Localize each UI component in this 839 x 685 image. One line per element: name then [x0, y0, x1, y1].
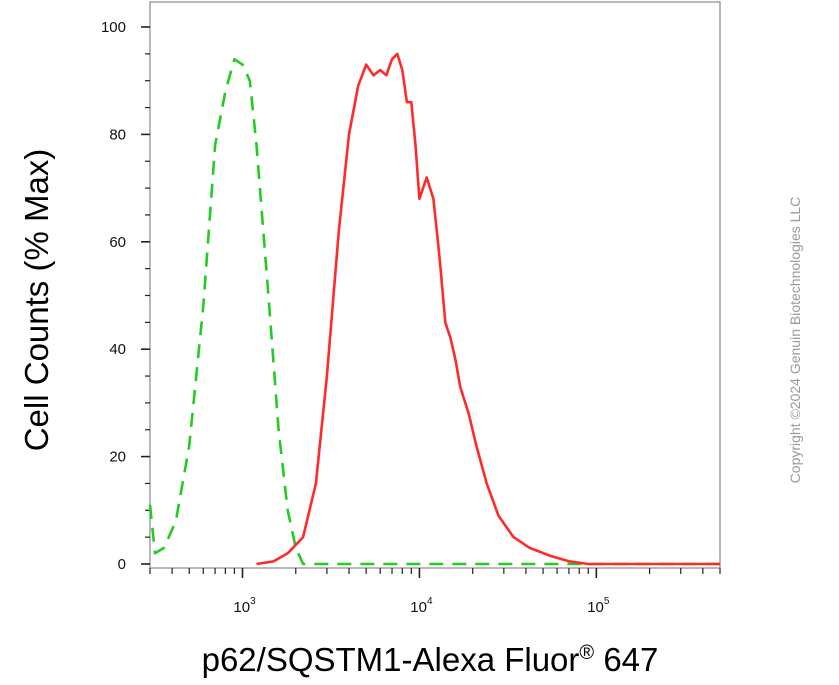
- x-axis-title: p62/SQSTM1-Alexa Fluor® 647: [202, 641, 659, 678]
- x-axis-title-main: p62/SQSTM1-Alexa Fluor: [202, 641, 580, 678]
- x-tick-base: 10: [587, 599, 604, 616]
- y-tick-label: 40: [109, 341, 126, 358]
- series-layer: [148, 52, 720, 566]
- copyright-watermark: Copyright ©2024 Genuin Biotechnologies L…: [787, 197, 803, 484]
- x-axis: 103 104 105: [149, 568, 721, 616]
- series-control-dashed: [148, 57, 720, 566]
- x-tick-base: 10: [410, 599, 427, 616]
- x-tick-label: 103: [233, 596, 256, 616]
- y-tick-label: 100: [101, 19, 126, 36]
- x-tick-exponent: 5: [604, 596, 610, 607]
- x-axis-title-registered: ®: [579, 642, 594, 664]
- y-tick-label: 60: [109, 234, 126, 251]
- x-tick-base: 10: [233, 599, 250, 616]
- x-tick-label: 105: [587, 596, 610, 616]
- y-tick-label: 0: [118, 556, 126, 573]
- y-tick-label: 80: [109, 126, 126, 143]
- x-axis-title-tail: 647: [594, 641, 658, 678]
- series-sample-solid: [256, 52, 720, 566]
- x-tick-label: 104: [410, 596, 433, 616]
- y-axis-title: Cell Counts (% Max): [18, 149, 55, 452]
- x-tick-exponent: 3: [250, 596, 256, 607]
- x-tick-exponent: 4: [427, 596, 433, 607]
- plot-frame: [149, 1, 721, 569]
- y-axis: 0 20 40 60 80 100: [101, 19, 150, 573]
- y-tick-label: 20: [109, 449, 126, 466]
